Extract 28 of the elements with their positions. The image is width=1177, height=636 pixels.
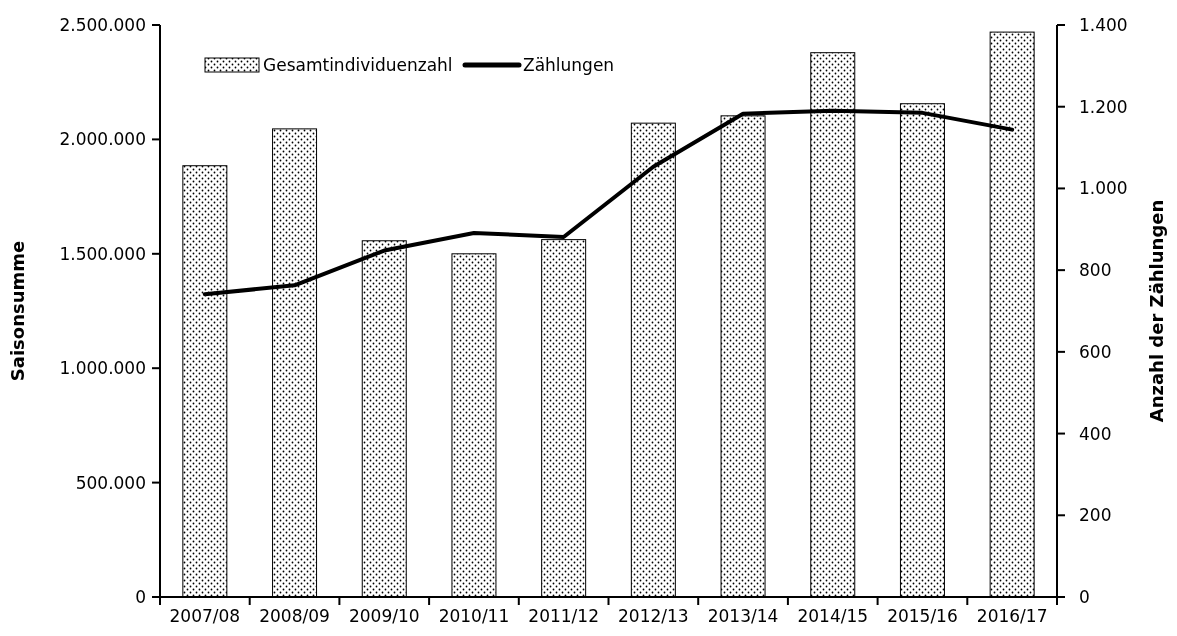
x-tick-label: 2010/11: [438, 606, 510, 626]
y2-tick-label: 1.200: [1079, 96, 1128, 117]
y2-tick-label: 800: [1079, 260, 1112, 281]
y-axis-title: Saisonsumme: [7, 240, 28, 382]
x-tick-label: 2008/09: [259, 606, 330, 626]
x-tick-label: 2013/14: [707, 606, 779, 626]
x-tick-label: 2009/10: [348, 606, 420, 626]
legend-label: Gesamtindividuenzahl: [263, 55, 453, 75]
y2-tick-label: 0: [1079, 587, 1090, 607]
y-tick-label: 2.500.000: [59, 15, 146, 35]
y-tick-label: 1.500.000: [59, 243, 146, 264]
legend-label: Zählungen: [523, 55, 615, 75]
y-tick-label: 0: [135, 587, 146, 607]
y2-tick-label: 1.400: [1079, 15, 1128, 35]
x-tick-label: 2007/08: [169, 606, 241, 626]
y2-tick-label: 200: [1079, 505, 1112, 526]
x-tick-label: 2014/15: [797, 606, 869, 626]
y2-tick-label: 400: [1079, 423, 1112, 444]
y2-tick-label: 600: [1079, 341, 1112, 362]
y-tick-label: 2.000.000: [59, 129, 146, 150]
x-tick-label: 2011/12: [528, 606, 599, 626]
y2-tick-label: 1.000: [1079, 178, 1128, 199]
y-tick-label: 500.000: [75, 472, 146, 493]
x-tick-label: 2016/17: [976, 606, 1048, 626]
y2-axis-title: Anzahl der Zählungen: [1146, 199, 1167, 423]
y-tick-label: 1.000.000: [59, 358, 146, 379]
x-tick-label: 2012/13: [618, 606, 689, 626]
x-tick-label: 2015/16: [887, 606, 958, 626]
